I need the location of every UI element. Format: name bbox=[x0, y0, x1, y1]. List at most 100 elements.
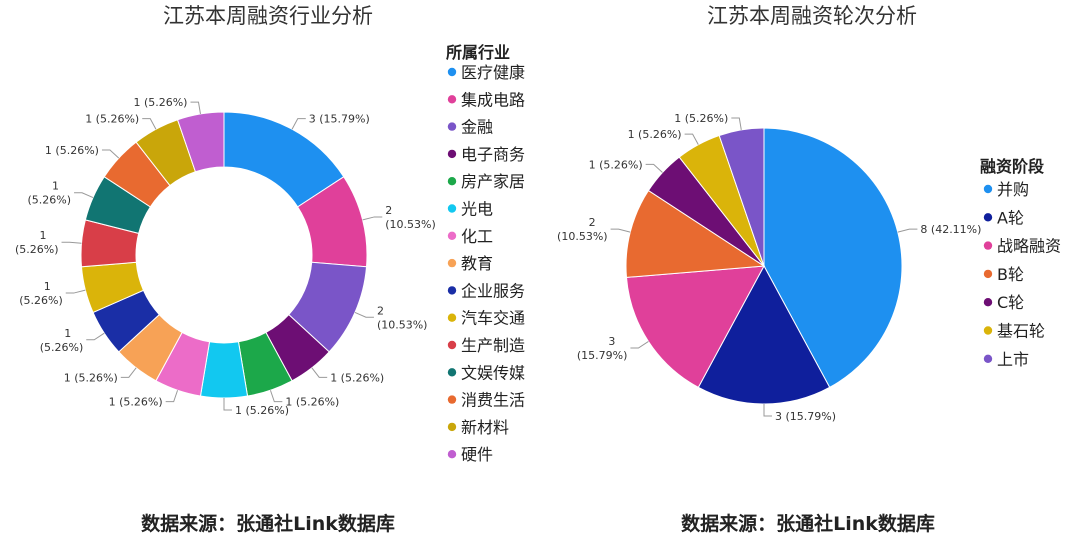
round-chart-title: 江苏本周融资轮次分析 bbox=[707, 4, 917, 28]
round-legend-item: 基石轮 bbox=[984, 322, 1045, 341]
industry-legend-label: 光电 bbox=[461, 200, 493, 219]
industry-legend-label: 集成电路 bbox=[461, 90, 525, 109]
industry-legend-marker bbox=[448, 68, 456, 76]
industry-legend-item: 医疗健康 bbox=[448, 63, 525, 82]
industry-leader-line bbox=[74, 193, 93, 198]
industry-legend-marker bbox=[448, 314, 456, 322]
industry-data-label: 1 (5.26%) bbox=[28, 180, 72, 207]
industry-legend-item: 硬件 bbox=[448, 445, 493, 464]
industry-legend-marker bbox=[448, 368, 456, 376]
industry-legend-label: 硬件 bbox=[461, 445, 493, 464]
industry-leader-line bbox=[190, 102, 200, 114]
round-legend-label: B轮 bbox=[997, 265, 1024, 284]
industry-legend-marker bbox=[448, 286, 456, 294]
industry-data-label: 2 (10.53%) bbox=[377, 304, 428, 331]
round-legend-item: A轮 bbox=[984, 208, 1024, 227]
industry-legend-item: 集成电路 bbox=[448, 90, 525, 109]
round-legend-marker bbox=[984, 213, 992, 221]
round-pie bbox=[626, 128, 902, 404]
industry-leader-line bbox=[355, 312, 374, 317]
round-data-label: 2 (10.53%) bbox=[557, 216, 608, 243]
round-leader-line bbox=[611, 229, 631, 232]
industry-leader-line bbox=[102, 150, 119, 158]
round-legend-item: 上市 bbox=[984, 350, 1029, 369]
industry-legend-marker bbox=[448, 204, 456, 212]
industry-legend-label: 房产家居 bbox=[461, 172, 525, 191]
industry-legend-label: 文娱传媒 bbox=[461, 363, 525, 382]
industry-data-label: 1 (5.26%) bbox=[330, 371, 384, 384]
industry-leader-line bbox=[142, 119, 156, 130]
round-leader-line bbox=[685, 134, 699, 145]
industry-legend-label: 汽车交通 bbox=[461, 309, 525, 328]
industry-legend-item: 新材料 bbox=[448, 418, 509, 437]
round-legend-marker bbox=[984, 241, 992, 249]
industry-legend-item: 文娱传媒 bbox=[448, 363, 525, 382]
industry-legend-marker bbox=[448, 122, 456, 130]
industry-legend-item: 生产制造 bbox=[448, 336, 525, 355]
round-data-source: 数据来源：张通社Link数据库 bbox=[681, 512, 935, 535]
round-data-label: 1 (5.26%) bbox=[628, 128, 682, 141]
industry-legend-label: 化工 bbox=[461, 227, 493, 246]
industry-legend-marker bbox=[448, 177, 456, 185]
industry-legend-title: 所属行业 bbox=[446, 43, 510, 62]
round-legend-marker bbox=[984, 355, 992, 363]
round-legend-marker bbox=[984, 326, 992, 334]
industry-legend-item: 教育 bbox=[448, 254, 493, 273]
industry-leader-line bbox=[86, 333, 104, 340]
industry-legend-label: 生产制造 bbox=[461, 336, 525, 355]
round-legend-marker bbox=[984, 270, 992, 278]
round-data-label: 3 (15.79%) bbox=[775, 410, 836, 423]
industry-data-label: 1 (5.26%) bbox=[109, 396, 163, 409]
industry-data-label: 1 (5.26%) bbox=[285, 396, 339, 409]
round-legend-marker bbox=[984, 185, 992, 193]
industry-data-label: 1 (5.26%) bbox=[40, 327, 84, 354]
industry-legend-label: 新材料 bbox=[461, 418, 509, 437]
round-legend-item: 战略融资 bbox=[984, 237, 1061, 256]
round-legend-label: A轮 bbox=[997, 208, 1024, 227]
industry-leader-line bbox=[270, 390, 282, 401]
industry-legend-label: 教育 bbox=[461, 254, 493, 273]
industry-legend-label: 消费生活 bbox=[461, 391, 525, 410]
round-legend-label: 战略融资 bbox=[997, 237, 1061, 256]
industry-data-label: 1 (5.26%) bbox=[64, 371, 118, 384]
industry-leader-line bbox=[312, 368, 327, 377]
industry-legend-label: 医疗健康 bbox=[461, 63, 525, 82]
round-leader-line bbox=[646, 164, 663, 172]
industry-data-label: 1 (5.26%) bbox=[133, 96, 187, 109]
industry-leader-line bbox=[224, 398, 232, 410]
round-leader-line bbox=[731, 118, 741, 130]
industry-data-label: 1 (5.26%) bbox=[45, 144, 99, 157]
round-data-label: 3 (15.79%) bbox=[577, 335, 628, 362]
round-legend-label: 基石轮 bbox=[997, 322, 1045, 341]
industry-data-label: 1 (5.26%) bbox=[85, 113, 139, 126]
round-legend-item: C轮 bbox=[984, 293, 1024, 312]
industry-data-label: 1 (5.26%) bbox=[19, 280, 63, 307]
industry-legend-item: 化工 bbox=[448, 227, 493, 246]
industry-data-source: 数据来源：张通社Link数据库 bbox=[141, 512, 395, 535]
industry-leader-line bbox=[62, 242, 82, 243]
industry-legend-marker bbox=[448, 95, 456, 103]
industry-legend-item: 房产家居 bbox=[448, 172, 525, 191]
industry-leader-line bbox=[292, 119, 306, 130]
industry-donut bbox=[81, 112, 367, 398]
round-chart: 江苏本周融资轮次分析 8 (42.11%) 3 (15.79%) 3 (15.79%)… bbox=[557, 4, 1061, 535]
industry-chart: 江苏本周融资行业分析 3 (15.79%) 2 (10.53%) 2 (10.53%) 1… bbox=[15, 4, 525, 535]
round-legend-label: 上市 bbox=[997, 350, 1029, 369]
round-data-label: 1 (5.26%) bbox=[674, 112, 728, 125]
industry-legend-label: 电子商务 bbox=[461, 145, 525, 164]
round-leader-line bbox=[630, 341, 648, 348]
round-leader-line bbox=[764, 404, 772, 416]
industry-legend-item: 金融 bbox=[448, 118, 493, 137]
industry-leader-line bbox=[363, 217, 383, 220]
industry-leader-line bbox=[66, 290, 86, 293]
industry-legend-label: 企业服务 bbox=[461, 281, 525, 300]
round-legend-marker bbox=[984, 298, 992, 306]
round-data-label: 8 (42.11%) bbox=[920, 223, 981, 236]
industry-data-label: 3 (15.79%) bbox=[309, 113, 370, 126]
industry-leader-line bbox=[121, 368, 136, 377]
industry-legend-label: 金融 bbox=[461, 118, 493, 137]
industry-legend-marker bbox=[448, 150, 456, 158]
industry-leader-line bbox=[166, 390, 178, 401]
